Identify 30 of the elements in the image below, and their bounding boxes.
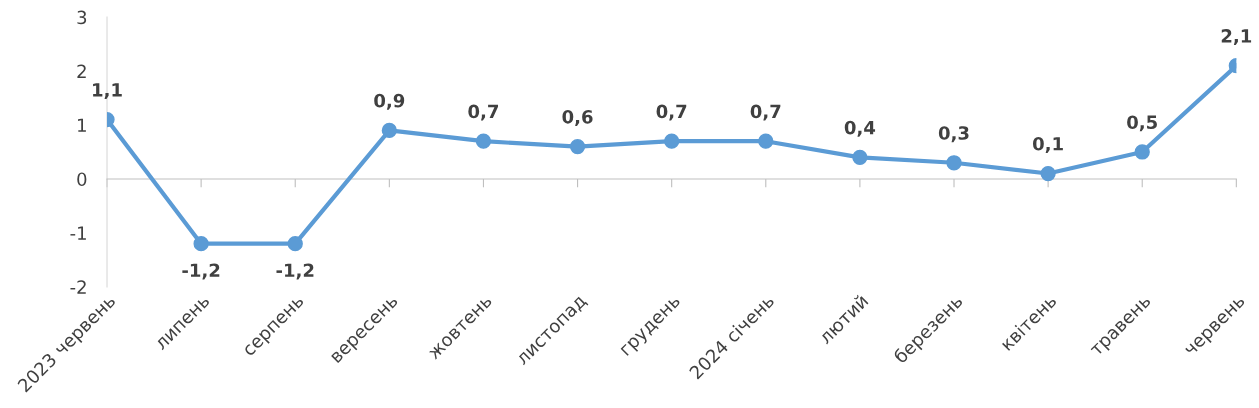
point — [664, 133, 680, 149]
point — [193, 236, 209, 252]
y-tick-label: -2 — [70, 280, 86, 294]
data-label: 0,5 — [1127, 115, 1157, 132]
data-label: -1,2 — [276, 263, 314, 280]
point — [475, 133, 492, 149]
y-tick-label: 2 — [77, 64, 86, 78]
data-label: 0,7 — [750, 104, 781, 121]
point — [569, 138, 586, 155]
y-tick-label: 3 — [77, 10, 87, 25]
point — [381, 122, 397, 139]
data-label: 0,7 — [656, 104, 687, 121]
point — [758, 133, 774, 149]
data-label: 2,1 — [1221, 29, 1252, 46]
data-label: 0,6 — [562, 109, 593, 126]
y-tick-label: -1 — [70, 226, 86, 240]
data-label: 0,7 — [468, 104, 499, 121]
y-tick-label: 0 — [77, 172, 87, 187]
point — [1040, 165, 1056, 182]
point — [852, 149, 868, 166]
data-label: -1,2 — [182, 263, 220, 280]
point — [946, 155, 962, 171]
data-label: 0,3 — [938, 126, 969, 143]
data-label: 0,4 — [844, 120, 876, 137]
data-label: 0,9 — [374, 93, 405, 110]
y-tick-label: 1 — [78, 118, 86, 132]
data-label: 0,1 — [1032, 136, 1063, 153]
data-label: 1,1 — [93, 83, 122, 99]
point — [287, 236, 303, 252]
point — [1134, 144, 1150, 160]
